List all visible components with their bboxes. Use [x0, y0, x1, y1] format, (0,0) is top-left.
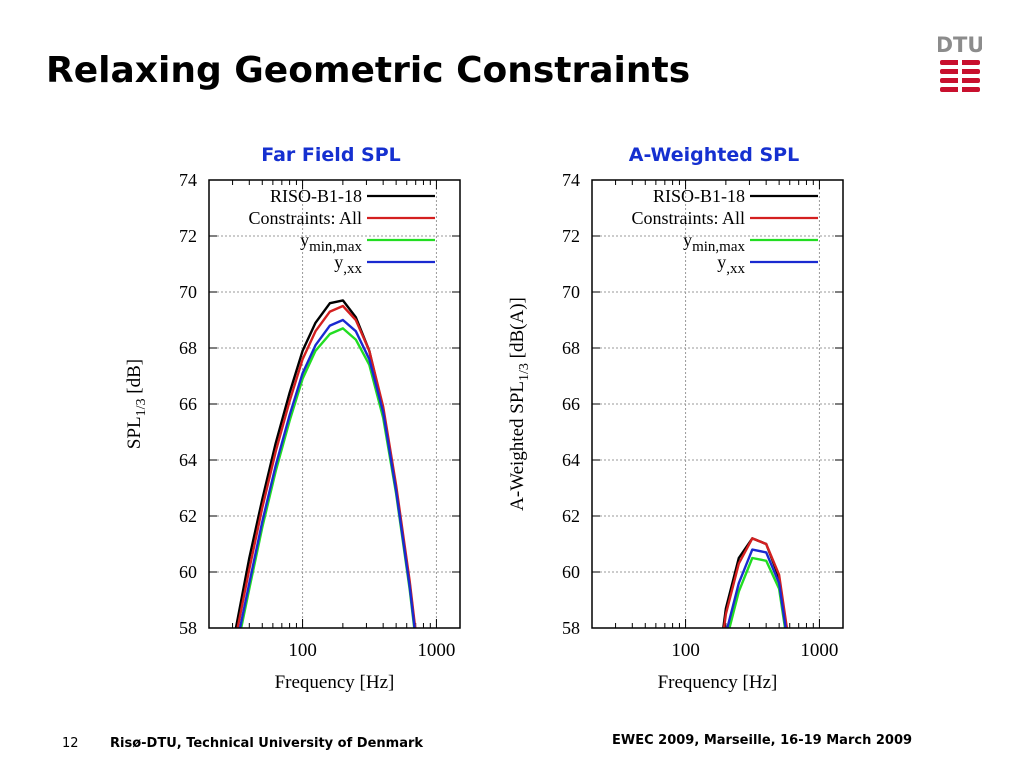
legend-label-2: ymin,max: [300, 230, 362, 255]
legend-label-1: Constraints: All: [631, 208, 745, 228]
legend-label-2: ymin,max: [683, 230, 745, 255]
y-axis-label: SPL1/3 [dB]: [124, 359, 149, 449]
series-line-1: [236, 304, 417, 628]
y-axis-label-sub: 1/3: [134, 398, 149, 416]
y-tick-label: 66: [562, 394, 580, 414]
series-line-3: [726, 548, 787, 628]
legend-label-base: Constraints: All: [631, 208, 745, 228]
legend-label-base: y: [683, 230, 692, 250]
slide-title: Relaxing Geometric Constraints: [46, 50, 691, 91]
legend-label-0: RISO-B1-18: [653, 186, 745, 206]
legend-label-base: Constraints: All: [248, 208, 362, 228]
legend-label-base: y: [717, 252, 726, 272]
y-tick-label: 60: [562, 562, 580, 582]
footer-event: EWEC 2009, Marseille, 16-19 March 2009: [612, 733, 913, 748]
legend-label-3: y,xx: [717, 252, 745, 277]
legend-label-3: y,xx: [334, 252, 362, 277]
y-tick-label: 72: [179, 226, 197, 246]
dtu-logo: DTU: [938, 33, 982, 93]
series-group: [234, 299, 417, 628]
dtu-logo-text: DTU: [938, 33, 982, 57]
legend-label-sub: min,max: [309, 239, 362, 255]
legend-label-sub: min,max: [692, 239, 745, 255]
plot-frame: [591, 179, 844, 629]
y-axis-label-sub: 1/3: [517, 363, 532, 381]
y-axis-label-base: SPL: [124, 416, 145, 449]
chart-title: A-Weighted SPL: [629, 144, 799, 166]
legend-label-base: RISO-B1-18: [653, 186, 745, 206]
footer-organization: Risø-DTU, Technical University of Denmar…: [110, 736, 424, 751]
legend-label-base: y: [334, 252, 343, 272]
chart-panel-0: Far Field SPL 100 1000 58 60 62 64 66 68 70 72 74 RI…: [124, 144, 461, 693]
y-tick-label: 66: [179, 394, 197, 414]
y-tick-label: 58: [562, 618, 580, 638]
y-tick-label: 60: [179, 562, 197, 582]
page-number: 12: [62, 736, 79, 751]
y-axis-label-unit: [dB]: [124, 359, 145, 399]
y-tick-label: 64: [562, 450, 580, 470]
y-tick-label: 62: [562, 506, 580, 526]
series-line-3: [238, 318, 416, 628]
y-tick-label: 58: [179, 618, 197, 638]
y-tick-label: 74: [562, 170, 580, 190]
x-tick-label: 100: [288, 640, 317, 661]
chart-title: Far Field SPL: [261, 144, 401, 166]
x-tick-label: 1000: [417, 640, 455, 661]
legend-label-0: RISO-B1-18: [270, 186, 362, 206]
y-axis-label-unit: [dB(A)]: [507, 297, 528, 363]
y-tick-label: 62: [179, 506, 197, 526]
series-line-1: [722, 537, 789, 628]
y-tick-label: 64: [179, 450, 197, 470]
y-tick-label: 68: [179, 338, 197, 358]
legend-label-sub: ,xx: [726, 261, 745, 277]
x-axis-label: Frequency [Hz]: [275, 672, 395, 693]
y-tick-label: 70: [562, 282, 580, 302]
y-axis-label-base: A-Weighted SPL: [507, 381, 528, 511]
legend-label-sub: ,xx: [343, 261, 362, 277]
y-tick-label: 70: [179, 282, 197, 302]
legend-label-base: RISO-B1-18: [270, 186, 362, 206]
legend-label-base: y: [300, 230, 309, 250]
legend-label-1: Constraints: All: [248, 208, 362, 228]
y-tick-label: 72: [562, 226, 580, 246]
chart-panel-1: A-Weighted SPL 100 1000 58 60 62 64 66 68 70 72 74 R…: [507, 144, 844, 693]
x-axis-label: Frequency [Hz]: [658, 672, 778, 693]
y-tick-label: 74: [179, 170, 197, 190]
y-tick-label: 68: [562, 338, 580, 358]
series-group: [722, 537, 789, 628]
plot-frame: [208, 179, 461, 629]
y-axis-label: A-Weighted SPL1/3 [dB(A)]: [507, 297, 532, 511]
x-tick-label: 1000: [800, 640, 838, 661]
x-tick-label: 100: [671, 640, 700, 661]
